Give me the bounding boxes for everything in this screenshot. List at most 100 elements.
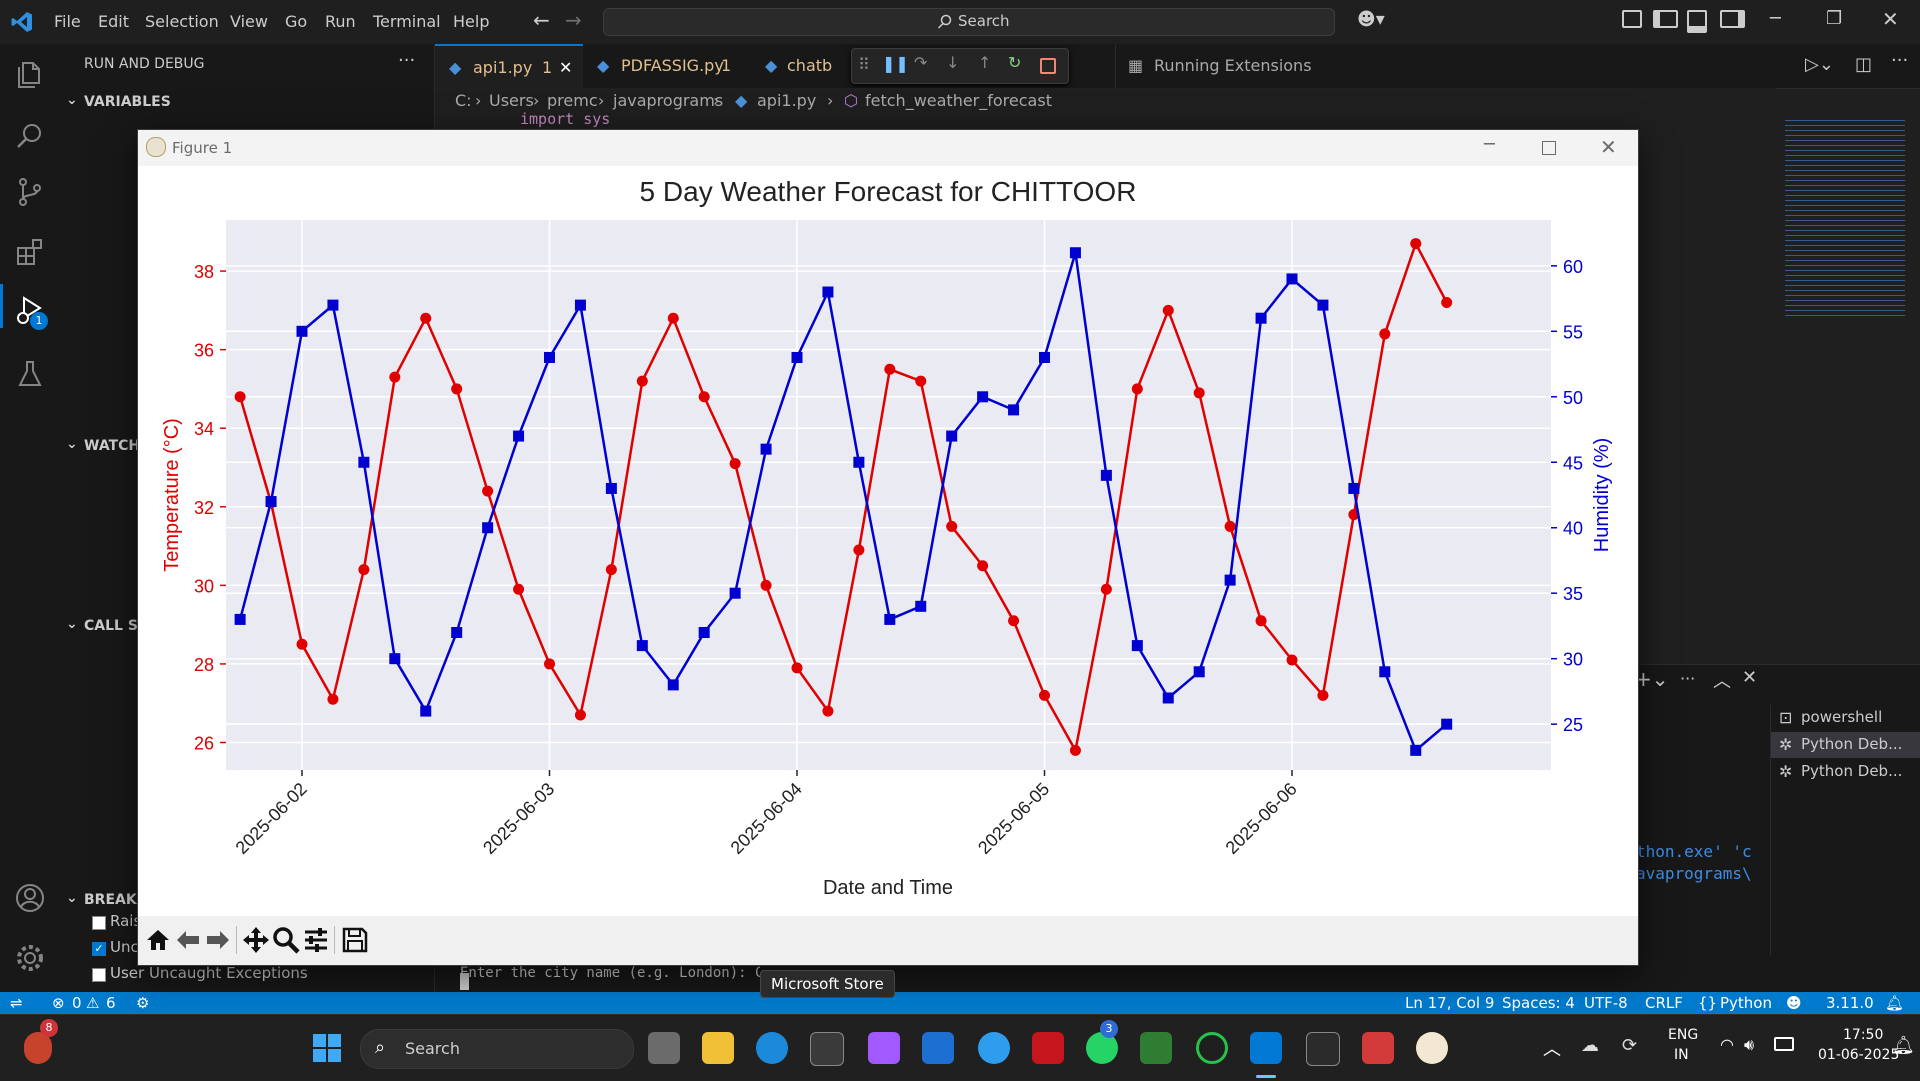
language-indicator[interactable]: ENG: [1668, 1027, 1699, 1043]
minimize-icon[interactable]: ─: [1484, 134, 1495, 155]
indentation[interactable]: Spaces: 4: [1502, 994, 1575, 1012]
more-actions-icon[interactable]: ···: [1680, 669, 1696, 688]
notifications-icon[interactable]: 🔔︎: [1885, 994, 1905, 1012]
extensions-icon[interactable]: [14, 236, 46, 268]
menu-terminal[interactable]: Terminal: [373, 12, 441, 31]
close-icon[interactable]: ✕: [1600, 135, 1617, 159]
breakpoints-section[interactable]: BREAKP: [84, 892, 147, 908]
battery-icon[interactable]: [1774, 1037, 1794, 1051]
back-arrow-icon[interactable]: ←: [533, 8, 550, 32]
testing-flask-icon[interactable]: [14, 358, 46, 390]
step-into-icon[interactable]: ↓: [946, 53, 960, 72]
cloud-icon[interactable]: ☁: [1581, 1035, 1599, 1056]
toggle-panel-icon[interactable]: [1687, 10, 1707, 33]
tab-running-extensions[interactable]: ▦ Running Extensions: [1115, 44, 1356, 88]
region-indicator[interactable]: IN: [1674, 1047, 1689, 1063]
edge-browser-icon[interactable]: [756, 1032, 788, 1064]
tab-pdfassig[interactable]: ◆ PDFASSIG.py 1: [585, 44, 735, 88]
thermometer-widget-icon[interactable]: [24, 1032, 52, 1064]
copilot-app-icon[interactable]: [868, 1032, 900, 1064]
restart-icon[interactable]: ↻: [1008, 53, 1022, 72]
close-panel-icon[interactable]: ✕: [1742, 667, 1758, 688]
menu-file[interactable]: File: [54, 12, 81, 31]
pan-move-icon[interactable]: [242, 926, 270, 954]
toggle-sidebar-icon[interactable]: [1653, 10, 1678, 28]
refresh-app-icon[interactable]: [1196, 1032, 1228, 1064]
customize-layout-icon[interactable]: [1622, 10, 1642, 28]
menu-edit[interactable]: Edit: [98, 12, 129, 31]
call-stack-section[interactable]: CALL ST: [84, 618, 148, 634]
wifi-icon[interactable]: ◠: [1720, 1035, 1734, 1054]
run-file-icon[interactable]: ▷⌄: [1805, 54, 1834, 75]
python-version[interactable]: 3.11.0: [1826, 994, 1874, 1012]
forward-arrow-icon[interactable]: →: [565, 8, 582, 32]
tab-chatbot[interactable]: ◆ chatb: [765, 44, 845, 88]
home-icon[interactable]: [144, 926, 172, 954]
breadcrumb-item[interactable]: fetch_weather_forecast: [865, 91, 1052, 110]
chevron-up-icon[interactable]: ︿: [1543, 1039, 1561, 1060]
back-arrow-icon[interactable]: [174, 926, 202, 954]
menu-go[interactable]: Go: [285, 12, 308, 31]
menu-run[interactable]: Run: [325, 12, 356, 31]
pause-icon[interactable]: ❚❚: [882, 54, 909, 73]
taskbar-search[interactable]: ⌕ Search: [360, 1029, 634, 1069]
checkbox-user-uncaught[interactable]: [92, 968, 106, 982]
mcafee-icon[interactable]: [1032, 1032, 1064, 1064]
copilot-icon[interactable]: ☻: [1786, 994, 1802, 1012]
stop-icon[interactable]: [1040, 58, 1056, 74]
snipping-tool-icon[interactable]: [1362, 1032, 1394, 1064]
terminal-item-python-debug[interactable]: ✲ Python Deb...: [1771, 759, 1920, 785]
chevron-down-icon[interactable]: ⌄: [66, 890, 78, 906]
menu-selection[interactable]: Selection: [145, 12, 219, 31]
terminal-item-powershell[interactable]: ⊡ powershell: [1771, 705, 1920, 731]
error-icon[interactable]: ⊗: [52, 994, 65, 1012]
explorer-icon[interactable]: [14, 58, 46, 90]
error-count[interactable]: 0: [72, 994, 82, 1012]
minimize-icon[interactable]: ─: [1770, 8, 1781, 29]
task-view-icon[interactable]: [648, 1032, 680, 1064]
close-tab-icon[interactable]: ✕: [559, 58, 573, 77]
clock-time[interactable]: 17:50: [1843, 1027, 1884, 1043]
more-actions-icon[interactable]: ···: [398, 50, 416, 71]
breadcrumb-item[interactable]: javaprograms: [613, 91, 724, 110]
settings-gear-icon[interactable]: [14, 942, 46, 974]
copilot-icon[interactable]: ☻▾: [1357, 9, 1385, 30]
close-icon[interactable]: ✕: [1882, 7, 1899, 31]
toggle-secondary-sidebar-icon[interactable]: [1720, 10, 1745, 28]
configure-subplots-icon[interactable]: [302, 926, 330, 954]
terminal-item-python-debug[interactable]: ✲ Python Deb...: [1771, 732, 1920, 758]
zoom-magnifier-icon[interactable]: [272, 926, 300, 954]
bell-icon[interactable]: 🔔︎: [1892, 1035, 1915, 1056]
debug-launch-icon[interactable]: ⚙: [136, 994, 150, 1012]
source-control-icon[interactable]: [14, 176, 46, 208]
drag-handle-icon[interactable]: ⠿: [858, 55, 870, 74]
new-terminal-icon[interactable]: +⌄: [1635, 667, 1669, 691]
checkbox-raised[interactable]: [92, 916, 106, 930]
maximize-panel-icon[interactable]: ︿: [1713, 671, 1731, 692]
line-ending[interactable]: CRLF: [1645, 994, 1683, 1012]
command-search-box[interactable]: Search: [603, 8, 1335, 36]
warning-count[interactable]: 6: [106, 994, 116, 1012]
myhp-icon[interactable]: [922, 1032, 954, 1064]
terminal-app-icon[interactable]: [1306, 1032, 1340, 1066]
search-icon[interactable]: [14, 120, 46, 152]
whatsapp-icon[interactable]: [1086, 1032, 1118, 1064]
breadcrumb-item[interactable]: C:: [455, 91, 472, 110]
clock-date[interactable]: 01-06-2025: [1818, 1047, 1900, 1063]
chevron-down-icon[interactable]: ⌄: [66, 616, 78, 632]
vscode-taskbar-icon[interactable]: [1250, 1032, 1282, 1064]
tab-api1[interactable]: ◆ api1.py 1 ✕: [435, 44, 583, 90]
breadcrumb-item[interactable]: Users: [489, 91, 534, 110]
split-editor-icon[interactable]: ◫: [1855, 54, 1873, 75]
google-play-icon[interactable]: [1140, 1032, 1172, 1064]
step-out-icon[interactable]: ↑: [978, 53, 992, 72]
menu-view[interactable]: View: [230, 12, 268, 31]
step-over-icon[interactable]: ↷: [914, 53, 928, 72]
maximize-icon[interactable]: [1542, 141, 1556, 155]
account-icon[interactable]: [14, 882, 46, 914]
file-explorer-icon[interactable]: [702, 1032, 734, 1064]
microsoft-store-icon[interactable]: [810, 1032, 844, 1066]
python-figure-app-icon[interactable]: [1416, 1032, 1448, 1064]
menu-help[interactable]: Help: [453, 12, 490, 31]
maximize-icon[interactable]: ❐: [1826, 8, 1843, 29]
